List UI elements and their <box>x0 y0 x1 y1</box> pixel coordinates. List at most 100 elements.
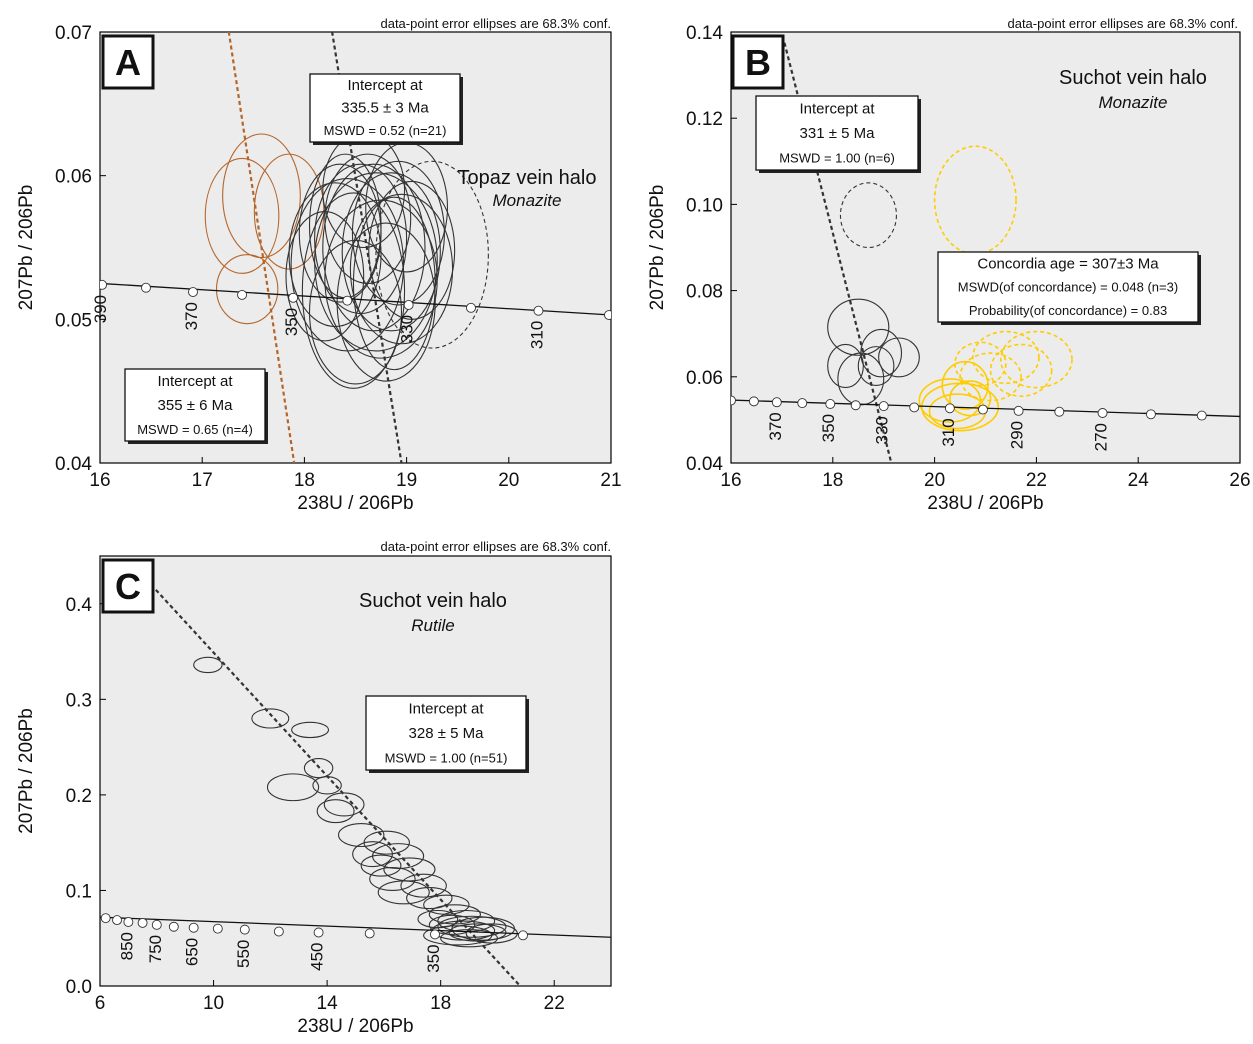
annotation-box: Concordia age = 307±3 Ma MSWD(of concorda… <box>937 251 1201 325</box>
age-label: 330 <box>873 416 892 444</box>
x-tick-label: 18 <box>822 470 843 491</box>
y-tick-label: 0.4 <box>66 595 93 616</box>
concordia-age-point <box>533 305 544 316</box>
annotation-box: Intercept at 331 ± 5 Ma MSWD = 1.00 (n=6) <box>755 95 921 173</box>
error-ellipse-yellow <box>918 378 982 423</box>
concordia-age-point <box>188 287 198 297</box>
concordia-age-point <box>188 922 199 933</box>
x-tick-label: 14 <box>317 993 339 1014</box>
concordia-age-point <box>797 398 808 409</box>
age-label: 310 <box>527 321 546 349</box>
y-tick-label: 0.06 <box>686 368 723 389</box>
error-ellipse-yellow-dashed <box>989 343 1053 397</box>
x-tick-label: 26 <box>1229 470 1250 491</box>
concordia-age-point <box>1097 408 1108 418</box>
error-ellipse-grey <box>400 873 447 898</box>
panel-subtitle: Rutile <box>411 616 454 635</box>
error-ellipse-brown <box>215 254 279 325</box>
concordia-age-point <box>141 282 151 293</box>
age-label: 450 <box>308 942 327 970</box>
y-tick-label: 0.0 <box>66 977 92 998</box>
y-tick-label: 0.2 <box>66 786 92 807</box>
discordia-line <box>227 32 296 463</box>
concordia-age-point <box>100 913 111 924</box>
concordia-curve <box>100 282 611 316</box>
concordia-age-point <box>878 401 889 412</box>
data-layer <box>100 32 611 463</box>
error-ellipse-grey <box>428 914 476 935</box>
panel-letter-box <box>731 34 785 90</box>
concordia-age-point <box>430 929 440 940</box>
error-ellipse-grey <box>352 196 436 371</box>
error-ellipse-brown <box>204 157 280 274</box>
annotation-line: 335.5 ± 3 Ma <box>341 100 429 117</box>
error-ellipse-grey <box>360 854 402 877</box>
panel-title: Suchot vein halo <box>1059 67 1207 89</box>
error-ellipse-grey <box>288 182 382 328</box>
error-ellipse-grey <box>860 328 903 378</box>
x-tick-label: 16 <box>720 470 741 491</box>
annotation-box: Intercept at 355 ± 6 Ma MSWD = 0.65 (n=4) <box>124 368 268 444</box>
annotation-frame <box>365 695 527 771</box>
age-label: 290 <box>1008 421 1027 449</box>
concordia-age-point <box>748 396 759 407</box>
error-ellipse-grey <box>341 172 441 332</box>
y-tick-label: 0.07 <box>55 23 92 44</box>
error-ellipse-yellow <box>949 380 992 417</box>
concordia-age-point <box>123 917 134 927</box>
age-label: 850 <box>117 932 136 960</box>
x-axis-title: 238U / 206Pb <box>297 1016 413 1037</box>
annotation-line: Probability(of concordance) = 0.83 <box>969 303 1167 318</box>
error-ellipse-grey <box>417 909 459 929</box>
x-tick-label: 10 <box>203 993 224 1014</box>
error-ellipse-grey <box>369 866 416 891</box>
annotation-line: Concordia age = 307±3 Ma <box>977 255 1159 272</box>
annotation-line: MSWD(of concordance) = 0.048 (n=3) <box>958 280 1178 295</box>
age-label: 650 <box>183 938 202 966</box>
panel-letter: C <box>115 566 141 607</box>
error-ellipse-grey <box>406 887 453 910</box>
age-label: 750 <box>146 935 165 963</box>
concordia-age-point <box>212 923 223 934</box>
error-ellipse-grey <box>375 160 489 349</box>
age-label: 370 <box>182 302 201 330</box>
concordia-age-point <box>112 915 122 926</box>
error-ellipse-grey <box>316 799 355 824</box>
concordia-age-point <box>1145 409 1156 420</box>
panel-subtitle: Monazite <box>493 191 562 210</box>
panel-b: 370 350 330 310 290 270 16 18 20 22 24 26 0.04 0.06 0.… <box>647 16 1251 514</box>
concordia-age-point <box>978 404 988 415</box>
x-tick-label: 24 <box>1128 470 1150 491</box>
x-axis-title: 238U / 206Pb <box>927 493 1043 514</box>
annotation-frame <box>755 95 919 171</box>
concordia-age-point <box>825 399 836 409</box>
annotation-line: Intercept at <box>157 373 233 390</box>
age-label: 330 <box>398 315 417 343</box>
error-ellipse-grey <box>308 239 403 385</box>
error-ellipse-grey <box>857 346 895 386</box>
concordia-age-point <box>288 292 299 303</box>
y-tick-label: 0.06 <box>55 167 92 188</box>
concordia-age-point <box>151 919 162 930</box>
data-layer <box>100 583 611 986</box>
y-tick-label: 0.04 <box>55 454 92 475</box>
x-tick-label: 20 <box>924 470 945 491</box>
y-axis-title: 207Pb / 206Pb <box>647 185 668 311</box>
y-tick-label: 0.08 <box>686 282 723 303</box>
x-tick-label: 22 <box>1026 470 1047 491</box>
x-axis-title: 238U / 206Pb <box>297 493 413 514</box>
error-ellipse-grey <box>368 180 456 320</box>
concordia-age-point <box>850 400 861 411</box>
error-ellipse-yellow-dashed <box>999 330 1073 389</box>
age-label: 350 <box>424 944 443 972</box>
y-tick-label: 0.14 <box>686 23 723 44</box>
x-tick-label: 18 <box>430 993 451 1014</box>
error-ellipse-grey <box>878 337 920 378</box>
y-tick-label: 0.3 <box>66 690 92 711</box>
annotation-line: Intercept at <box>408 700 484 717</box>
error-ellipse-grey-dashed <box>839 182 897 249</box>
concordia-age-point <box>1013 405 1024 416</box>
error-ellipse-grey <box>266 773 320 802</box>
error-ellipse-grey <box>377 880 430 905</box>
